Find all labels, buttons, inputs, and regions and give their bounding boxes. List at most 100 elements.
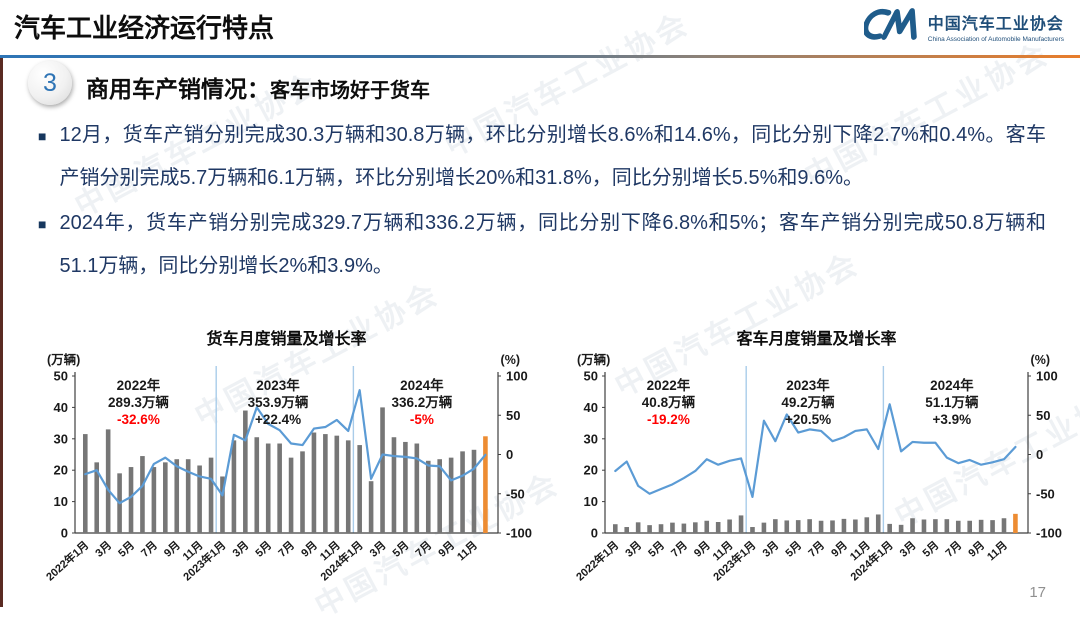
bar-month-sales	[795, 520, 801, 533]
x-axis-tick-label: 2022年1月	[573, 538, 621, 584]
bar-month-sales	[612, 524, 618, 533]
bullet-list: ■ 12月，货车产销分别完成30.3万辆和30.8万辆，环比分别增长8.6%和1…	[38, 114, 1046, 288]
left-axis-tick-label: 10	[54, 494, 68, 509]
bar-month-sales	[94, 462, 100, 533]
bar-month-sales	[658, 524, 664, 533]
annotation-year: 2024年	[400, 377, 444, 393]
x-axis-tick-label: 2022年1月	[43, 538, 91, 584]
right-axis-unit-label: (%)	[501, 353, 520, 367]
bar-month-sales	[841, 518, 847, 533]
bar-month-sales	[174, 459, 180, 533]
x-axis-tick-label: 3月	[230, 539, 251, 560]
bar-month-sales	[380, 407, 385, 533]
bar-month-sales	[197, 465, 202, 533]
bar-month-sales	[887, 523, 892, 533]
chart-title: 货车月度销量及增长率	[206, 329, 366, 348]
caam-logo-icon	[862, 6, 920, 47]
section-heading-main: 商用车产销情况：	[86, 76, 270, 102]
x-axis-tick-label: 5月	[253, 539, 274, 560]
header-divider-line	[0, 55, 1080, 58]
bar-month-sales	[773, 519, 778, 533]
bar-month-sales	[853, 519, 858, 533]
bar-month-sales	[403, 441, 408, 533]
x-axis-tick-label: 5月	[783, 539, 804, 560]
bar-month-sales	[955, 520, 961, 533]
bar-month-sales	[220, 476, 225, 533]
left-axis-tick-label: 30	[54, 431, 68, 446]
truck-monthly-sales-chart: 货车月度销量及增长率 (万辆) (%) 50 40 30 20 10 0 100 50 0 -50 -10…	[35, 328, 532, 600]
bar-month-sales	[425, 460, 431, 533]
bar-month-sales	[670, 522, 675, 533]
bar-month-sales	[151, 467, 157, 533]
bar-month-sales	[265, 443, 271, 533]
growth-rate-line	[84, 389, 487, 505]
x-axis-tick-label: 5月	[920, 539, 941, 560]
bar-month-sales	[784, 520, 790, 533]
x-axis-tick-label: 9月	[829, 539, 850, 560]
annotation-year: 2022年	[117, 377, 161, 393]
left-axis-tick-label: 20	[584, 463, 598, 478]
right-axis-tick-label: 100	[506, 369, 528, 384]
bullet-text: 12月，货车产销分别完成30.3万辆和30.8万辆，环比分别增长8.6%和14.…	[59, 124, 1046, 189]
bullet-item: ■ 12月，货车产销分别完成30.3万辆和30.8万辆，环比分别增长8.6%和1…	[38, 114, 1046, 200]
left-axis-tick-label: 40	[584, 400, 598, 415]
right-axis-tick-label: 50	[1036, 408, 1050, 423]
annotation-growth-pct: -5%	[410, 412, 434, 427]
bar-month-sales	[82, 434, 88, 533]
right-axis-tick-label: 0	[506, 447, 513, 462]
caam-logo: 中国汽车工业协会 China Association of Automobile…	[862, 6, 1064, 47]
section-heading: 商用车产销情况：客车市场好于货车	[86, 70, 430, 104]
section-number: 3	[43, 68, 57, 97]
chart-canvas: 客车月度销量及增长率(万辆) (%)50403020100100500-50-10…	[573, 329, 1062, 584]
bar-month-sales	[163, 462, 168, 533]
left-axis-tick-label: 40	[54, 400, 68, 415]
bar-month-sales	[761, 522, 767, 533]
x-axis-tick-label: 7月	[276, 539, 297, 560]
x-axis-tick-label: 11月	[454, 539, 480, 564]
bar-month-sales	[750, 527, 755, 533]
bar-month-sales	[898, 524, 904, 533]
left-axis-unit-label: (万辆)	[577, 352, 610, 367]
bullet-item: ■ 2024年，货车产销分别完成329.7万辆和336.2万辆，同比分别下降6.…	[38, 202, 1046, 288]
bus-monthly-sales-chart: 客车月度销量及增长率 (万辆) (%) 50 40 30 20 10 0 100 50 0 -50 -10…	[565, 328, 1062, 600]
x-axis-tick-label: 7月	[806, 539, 827, 560]
bar-month-sales	[231, 440, 237, 533]
bar-month-sales	[185, 459, 191, 533]
annotation-total: 49.2万辆	[781, 394, 835, 410]
x-axis-tick-label: 5月	[390, 539, 411, 560]
bar-month-sales	[345, 440, 351, 533]
bar-month-sales	[471, 449, 477, 533]
bar-month-sales	[323, 434, 328, 533]
logo-org-name-cn: 中国汽车工业协会	[927, 16, 1064, 33]
bullet-text: 2024年，货车产销分别完成329.7万辆和336.2万辆，同比分别下降6.8%…	[59, 212, 1046, 277]
annotation-growth-pct: +3.9%	[933, 412, 972, 427]
bar-month-sales	[105, 429, 111, 533]
x-axis-tick-label: 9月	[966, 539, 987, 560]
annotation-total: 353.9万辆	[248, 394, 309, 410]
x-axis-tick-label: 7月	[413, 539, 434, 560]
x-axis-tick-label: 7月	[668, 539, 689, 560]
bar-month-sales	[910, 518, 915, 533]
bar-month-sales	[704, 520, 710, 533]
bar-month-sales	[727, 519, 732, 533]
annotation-growth-pct: +22.4%	[255, 412, 301, 427]
x-axis-tick-label: 7月	[943, 539, 964, 560]
bar-month-sales	[128, 467, 134, 533]
annotation-year: 2024年	[930, 377, 974, 393]
bar-month-sales	[933, 519, 938, 533]
left-edge-stripe	[0, 58, 3, 607]
logo-org-name-en: China Association of Automobile Manufact…	[927, 36, 1064, 43]
bar-month-sales	[288, 457, 294, 533]
annotation-total: 40.8万辆	[642, 394, 696, 410]
bar-month-sales	[277, 443, 282, 533]
annotation-growth-pct: +20.5%	[785, 412, 831, 427]
annotation-year: 2023年	[786, 377, 830, 393]
bar-month-sales	[140, 456, 145, 533]
right-axis-tick-label: -50	[1036, 486, 1055, 501]
x-axis-tick-label: 3月	[93, 539, 114, 560]
bar-month-sales	[693, 522, 698, 533]
section-number-badge: 3	[28, 61, 72, 105]
x-axis-tick-label: 5月	[646, 539, 667, 560]
left-axis-tick-label: 0	[61, 526, 68, 541]
x-axis-tick-label: 5月	[116, 539, 137, 560]
